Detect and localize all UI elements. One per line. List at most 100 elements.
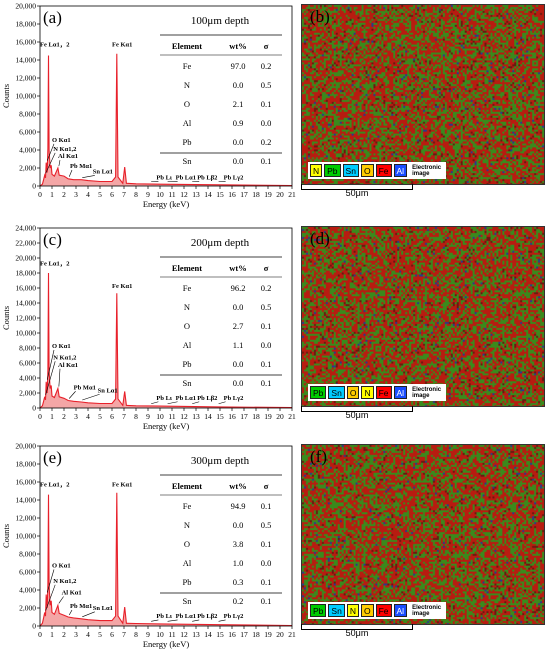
map-legend: Pb Sn O N Fe Al Electronic image bbox=[308, 384, 447, 401]
y-tick-label: 20,000 bbox=[15, 442, 36, 451]
table-cell: N bbox=[184, 302, 190, 312]
x-tick-label: 9 bbox=[146, 630, 150, 639]
peak-label: Fe Kα1 bbox=[112, 482, 132, 489]
scale-bar bbox=[301, 184, 413, 190]
peak-label: Sn Lα1 bbox=[93, 168, 113, 175]
x-tick-label: 4 bbox=[86, 190, 90, 199]
map-legend-chip: N bbox=[361, 386, 374, 399]
table-header: σ bbox=[264, 41, 269, 51]
table-cell: O bbox=[184, 321, 190, 331]
plot-frame bbox=[39, 227, 293, 409]
x-tick-label: 17 bbox=[240, 412, 248, 421]
x-tick-label: 15 bbox=[216, 630, 224, 639]
peak-pointer bbox=[68, 169, 73, 177]
table-cell: N bbox=[184, 520, 190, 530]
y-tick-label: 18,000 bbox=[15, 269, 36, 278]
peak-pointer bbox=[218, 619, 226, 622]
x-tick-label: 8 bbox=[134, 190, 138, 199]
eds-map-canvas bbox=[302, 5, 544, 184]
x-tick-label: 2 bbox=[62, 412, 66, 421]
x-tick-label: 13 bbox=[192, 630, 200, 639]
peak-label: Pb Lβ2 bbox=[197, 175, 217, 182]
x-tick-label: 3 bbox=[74, 412, 78, 421]
x-tick-label: 13 bbox=[192, 190, 200, 199]
table-cell: 0.2 bbox=[261, 283, 272, 293]
x-tick-label: 6 bbox=[110, 190, 114, 199]
peak-label: Pb Lα1 bbox=[176, 613, 196, 620]
scale-label: 50μm bbox=[345, 628, 369, 638]
y-tick-label: 18,000 bbox=[15, 460, 36, 469]
table-cell: 0.0 bbox=[233, 359, 244, 369]
chart-panel-label: (e) bbox=[43, 448, 62, 467]
peak-label: N Kα1,2 bbox=[53, 146, 76, 153]
peak-label: Pb Lγ2 bbox=[224, 395, 244, 402]
peak-pointer bbox=[46, 143, 55, 161]
y-tick-label: 18,000 bbox=[15, 20, 36, 29]
electronic-image-label: Electronic image bbox=[412, 386, 442, 399]
table-cell: 0.1 bbox=[261, 156, 272, 166]
x-tick-label: 16 bbox=[228, 630, 236, 639]
x-tick-label: 21 bbox=[288, 412, 296, 421]
map-legend-chip: O bbox=[360, 164, 374, 177]
table-cell: 3.8 bbox=[233, 539, 244, 549]
y-tick-label: 2,000 bbox=[19, 164, 36, 173]
table-cell: Al bbox=[183, 118, 192, 128]
eds-map-b: (b) N Pb Sn O Fe Al Electronic image bbox=[301, 4, 545, 185]
peak-pointer bbox=[68, 391, 76, 399]
table-cell: 0.1 bbox=[261, 99, 272, 109]
x-tick-label: 1 bbox=[50, 190, 54, 199]
eds-spectrum-chart-e: 0 1 2 3 4 5 6 7 8 9 10 11 12 13 14 15 16 17 18 19 20 2102,000… bbox=[1, 442, 296, 650]
peak-label: N Kα1,2 bbox=[53, 578, 76, 585]
x-tick-label: 7 bbox=[122, 190, 126, 199]
map-panel-label: (b) bbox=[310, 7, 330, 26]
table-header: Element bbox=[172, 263, 202, 273]
peak-pointer bbox=[45, 361, 56, 395]
x-tick-label: 4 bbox=[86, 412, 90, 421]
y-tick-label: 2,000 bbox=[19, 604, 36, 613]
figure-row-3: 0 1 2 3 4 5 6 7 8 9 10 11 12 13 14 15 16 17 18 19 20 21 0 2,000… bbox=[0, 440, 550, 650]
x-tick-label: 6 bbox=[110, 630, 114, 639]
map-legend-chip: Pb bbox=[310, 604, 327, 617]
map-legend-chip: Fe bbox=[375, 604, 392, 617]
x-tick-label: 9 bbox=[146, 190, 150, 199]
table-cell: 0.3 bbox=[233, 577, 244, 587]
x-tick-label: 12 bbox=[180, 630, 188, 639]
y-tick-label: 16,000 bbox=[15, 38, 36, 47]
peak-pointer bbox=[151, 401, 159, 405]
y-tick-label: 16,000 bbox=[15, 284, 36, 293]
y-tick-label: 16,000 bbox=[15, 478, 36, 487]
peak-label: Sn Lα1 bbox=[98, 387, 118, 394]
y-tick-label: 24,000 bbox=[15, 224, 36, 233]
x-tick-label: 11 bbox=[168, 412, 175, 421]
y-tick-label: 0 bbox=[32, 404, 36, 413]
map-legend-chip: O bbox=[360, 604, 374, 617]
table-cell: Fe bbox=[183, 61, 192, 71]
x-tick-label: 10 bbox=[156, 630, 164, 639]
x-tick-label: 16 bbox=[228, 190, 236, 199]
x-tick-label: 0 bbox=[38, 630, 42, 639]
map-legend-chip: Al bbox=[393, 386, 408, 399]
depth-label: 200μm depth bbox=[191, 237, 250, 249]
scale-bar bbox=[301, 406, 413, 412]
map-legend-chip: Sn bbox=[342, 164, 359, 177]
table-cell: 0.1 bbox=[261, 321, 272, 331]
peak-pointer bbox=[82, 393, 100, 401]
scale-bar bbox=[301, 624, 413, 630]
x-tick-label: 1 bbox=[50, 412, 54, 421]
x-tick-label: 10 bbox=[156, 190, 164, 199]
map-legend-chip: Sn bbox=[328, 604, 345, 617]
x-tick-label: 18 bbox=[252, 190, 260, 199]
y-tick-label: 6,000 bbox=[19, 359, 36, 368]
x-tick-label: 17 bbox=[240, 630, 248, 639]
y-tick-label: 6,000 bbox=[19, 128, 36, 137]
peak-pointer bbox=[151, 619, 159, 622]
x-tick-label: 19 bbox=[264, 630, 272, 639]
map-legend: N Pb Sn O Fe Al Electronic image bbox=[308, 162, 447, 179]
peak-pointer bbox=[45, 584, 56, 611]
table-cell: 2.7 bbox=[233, 321, 244, 331]
eds-map-canvas bbox=[302, 445, 544, 624]
table-cell: 0.0 bbox=[261, 340, 272, 350]
electronic-image-label: Electronic image bbox=[412, 164, 442, 177]
scale-label: 50μm bbox=[345, 188, 369, 198]
x-tick-label: 20 bbox=[276, 190, 284, 199]
